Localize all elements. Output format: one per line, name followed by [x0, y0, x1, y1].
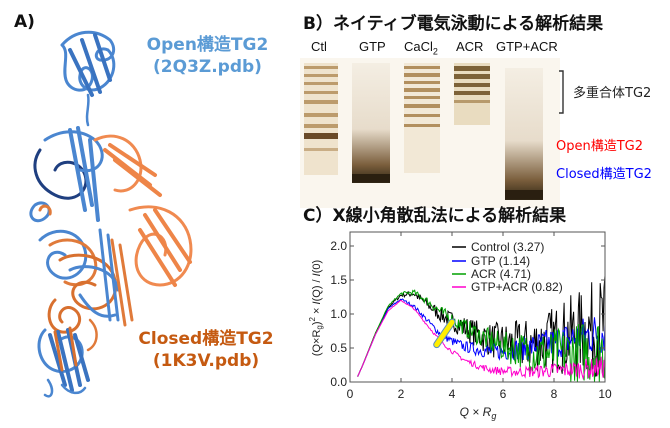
y-tick-1-5: 1.5	[330, 273, 347, 287]
protein-structure-image	[29, 30, 193, 398]
panel-a-label: A)	[14, 12, 35, 32]
closed-band-annotation: Closed構造TG2	[556, 167, 652, 182]
closed-structure-name: Closed構造TG2	[138, 329, 274, 349]
legend-control: Control (3.27)	[471, 240, 544, 254]
open-structure-label: Open構造TG2 (2Q3Z.pdb)	[140, 34, 275, 78]
y-axis-label: (Q×Rg)2 × I(Q) / I(0)	[308, 260, 324, 356]
x-axis-label: Q × Rg	[460, 405, 497, 421]
lane-label-cacl2-main: CaCl	[404, 39, 433, 54]
yellow-arrow-annotation	[433, 318, 456, 349]
panel-c-title: C）X線小角散乱法による解析結果	[303, 206, 567, 226]
x-tick-0: 0	[347, 387, 354, 401]
x-tick-4: 4	[449, 387, 456, 401]
lane-label-ctl: Ctl	[311, 39, 327, 54]
lane-label-gtp-acr: GTP+ACR	[496, 39, 558, 54]
multimer-bracket	[559, 70, 564, 114]
lane-label-cacl2-sub: 2	[432, 46, 438, 57]
series-line-2	[357, 289, 606, 383]
gel-image	[300, 58, 560, 208]
x-tick-8: 8	[551, 387, 558, 401]
lane-label-gtp: GTP	[359, 39, 386, 54]
closed-structure-pdb: (1K3V.pdb)	[152, 351, 260, 371]
series-line-3	[357, 300, 606, 381]
y-tick-0-5: 0.5	[330, 341, 347, 355]
multimer-annotation: 多重合体TG2	[573, 86, 652, 101]
legend-gtp-acr: GTP+ACR (0.82)	[471, 280, 563, 294]
closed-structure-label: Closed構造TG2 (1K3V.pdb)	[128, 328, 284, 372]
lane-label-cacl2: CaCl2	[404, 39, 438, 57]
open-band-annotation: Open構造TG2	[556, 139, 644, 154]
x-tick-10: 10	[598, 387, 612, 401]
y-tick-2-0: 2.0	[330, 239, 347, 253]
series-line-1	[357, 298, 606, 377]
lane-label-acr: ACR	[456, 39, 484, 54]
y-tick-0: 0.0	[330, 375, 347, 389]
open-structure-name: Open構造TG2	[146, 35, 269, 55]
legend-acr: ACR (4.71)	[471, 267, 531, 281]
saxs-chart: 0.0 0.5 1.0 1.5 2.0 0 2 4 6 8 10 Q × Rg …	[308, 231, 612, 421]
legend-gtp: GTP (1.14)	[471, 254, 530, 268]
open-structure-pdb: (2Q3Z.pdb)	[153, 57, 262, 77]
x-tick-2: 2	[398, 387, 405, 401]
x-tick-6: 6	[500, 387, 507, 401]
plot-area	[357, 275, 606, 383]
y-tick-1-0: 1.0	[330, 307, 347, 321]
panel-b-title: B）ネイティブ電気泳動による解析結果	[303, 14, 604, 34]
legend: Control (3.27) GTP (1.14) ACR (4.71) GTP…	[452, 240, 563, 294]
series-line-0	[357, 275, 606, 377]
